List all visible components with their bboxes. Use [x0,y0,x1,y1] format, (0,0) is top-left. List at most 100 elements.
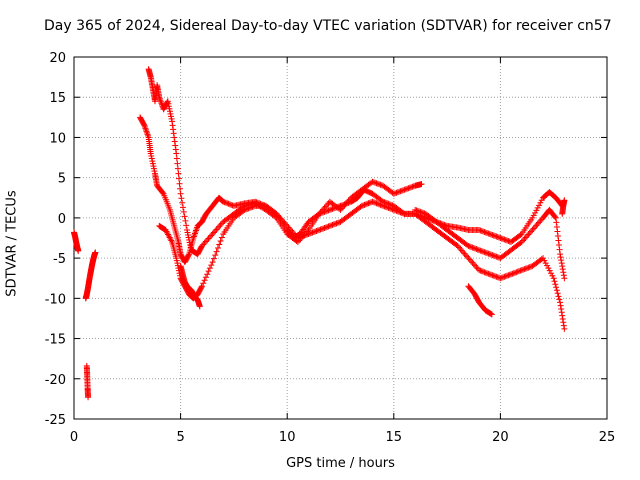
data-point [558,309,565,316]
data-point [196,303,203,310]
data-point [360,202,367,209]
x-axis-label: GPS time / hours [286,456,395,471]
x-tick-label: 25 [599,430,616,445]
data-point [466,256,473,263]
data-point [216,223,223,230]
data-point [460,249,467,256]
data-point [556,242,563,249]
data-point [183,222,190,229]
data-point [559,312,566,319]
y-tick-label: -15 [45,333,66,348]
data-point [164,98,171,105]
data-point [557,251,564,258]
y-tick-label: 0 [58,212,66,227]
data-point [513,269,520,276]
data-point [179,199,186,206]
data-point [561,275,568,282]
data-point [294,235,301,241]
data-point [176,180,183,187]
series-arc-4 [145,66,425,258]
data-point [166,108,173,115]
data-point [522,234,529,241]
data-point [521,266,528,273]
data-point [150,165,157,172]
data-point [477,227,484,234]
data-point [413,207,420,214]
data-point [214,224,221,231]
data-point [190,233,197,240]
data-point [205,268,212,275]
data-point [376,181,383,188]
data-point [297,233,304,240]
data-point [484,229,491,236]
data-point [552,214,559,221]
data-point [537,217,544,224]
data-point [365,200,372,207]
data-point [496,254,503,261]
data-point [145,132,152,139]
data-point [525,264,532,271]
data-point [408,184,415,191]
data-point [165,103,172,110]
data-point [552,213,559,220]
data-point [453,242,460,249]
data-point [281,219,288,226]
data-point [560,319,567,326]
y-tick-label: -25 [45,413,66,428]
data-point [382,203,389,210]
data-point [206,265,213,272]
data-point [187,244,194,251]
data-point [489,252,496,259]
data-point [172,142,179,149]
data-point [486,230,493,237]
data-point [506,271,513,278]
data-point [325,207,332,214]
data-point [529,226,536,233]
data-point [389,206,396,213]
data-point [517,240,524,247]
data-point [173,155,180,162]
data-point [489,231,496,238]
series-arc-5 [156,198,568,332]
data-point [490,272,497,279]
data-point [209,259,216,266]
data-point [225,200,232,207]
data-point [174,160,181,167]
data-point [168,115,175,122]
data-point [549,272,556,279]
data-point [529,214,536,221]
data-point [412,206,419,213]
data-point [518,267,525,274]
data-point [468,258,475,265]
data-point [140,121,147,128]
y-axis-ticks: 20 15 10 5 0 -5 -10 -15 -20 -25 [45,51,607,428]
data-point [374,180,381,187]
data-point [541,257,548,264]
data-point [374,200,381,207]
data-point [480,268,487,275]
data-point [372,199,379,206]
data-point [144,131,151,138]
data-point [506,238,513,245]
data-point [398,209,405,216]
data-point [559,266,566,273]
data-point [517,267,524,274]
data-point [504,237,511,244]
data-point [208,232,215,239]
data-point [384,204,391,211]
data-point [201,277,208,284]
data-point [500,236,507,243]
data-point [385,204,392,211]
data-point [470,261,477,268]
data-point [532,223,539,230]
data-point [210,255,217,262]
data-point [476,247,483,254]
data-point [185,231,192,238]
data-point [328,206,335,213]
data-point [390,206,397,213]
data-point [222,199,229,206]
data-point [242,206,249,213]
data-point [516,268,523,275]
data-point [370,199,377,206]
